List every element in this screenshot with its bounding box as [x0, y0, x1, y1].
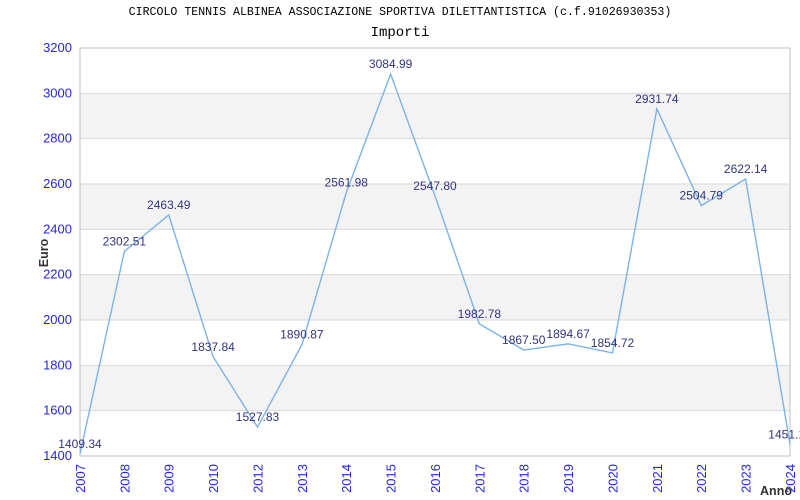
svg-text:2800: 2800	[43, 131, 72, 146]
svg-text:1800: 1800	[43, 357, 72, 372]
svg-text:2302.51: 2302.51	[103, 234, 147, 248]
svg-text:Anno: Anno	[760, 484, 792, 498]
svg-text:Euro: Euro	[37, 238, 51, 267]
svg-text:1527.83: 1527.83	[236, 410, 280, 424]
svg-text:2012: 2012	[251, 464, 266, 493]
svg-text:2017: 2017	[472, 464, 487, 493]
svg-text:1867.50: 1867.50	[502, 333, 546, 347]
svg-text:2463.49: 2463.49	[147, 198, 191, 212]
svg-text:2400: 2400	[43, 221, 72, 236]
svg-text:2010: 2010	[206, 464, 221, 493]
svg-text:1409.34: 1409.34	[58, 437, 102, 451]
svg-text:2015: 2015	[384, 464, 399, 493]
svg-text:2009: 2009	[162, 464, 177, 493]
svg-text:3000: 3000	[43, 85, 72, 100]
svg-text:2014: 2014	[339, 464, 354, 493]
svg-text:2007: 2007	[73, 464, 88, 493]
svg-text:2016: 2016	[428, 464, 443, 493]
svg-text:2931.74: 2931.74	[635, 92, 679, 106]
svg-text:2547.80: 2547.80	[413, 179, 457, 193]
svg-text:3084.99: 3084.99	[369, 57, 413, 71]
svg-text:2020: 2020	[606, 464, 621, 493]
svg-text:1894.67: 1894.67	[546, 327, 590, 341]
svg-text:2600: 2600	[43, 176, 72, 191]
svg-text:2504.79: 2504.79	[680, 189, 724, 203]
svg-text:2008: 2008	[117, 464, 132, 493]
svg-text:2200: 2200	[43, 267, 72, 282]
svg-text:1837.84: 1837.84	[191, 340, 235, 354]
svg-text:3200: 3200	[43, 40, 72, 55]
svg-text:2021: 2021	[650, 464, 665, 493]
svg-text:1451.14: 1451.14	[768, 427, 800, 441]
svg-text:1854.72: 1854.72	[591, 336, 635, 350]
svg-text:2019: 2019	[561, 464, 576, 493]
svg-text:2022: 2022	[694, 464, 709, 493]
svg-text:2561.98: 2561.98	[325, 176, 369, 190]
svg-text:1982.78: 1982.78	[458, 307, 502, 321]
svg-text:2018: 2018	[517, 464, 532, 493]
svg-text:2013: 2013	[295, 464, 310, 493]
svg-text:2000: 2000	[43, 312, 72, 327]
svg-text:2023: 2023	[739, 464, 754, 493]
svg-text:1600: 1600	[43, 403, 72, 418]
svg-text:1890.87: 1890.87	[280, 328, 324, 342]
svg-text:2622.14: 2622.14	[724, 162, 768, 176]
